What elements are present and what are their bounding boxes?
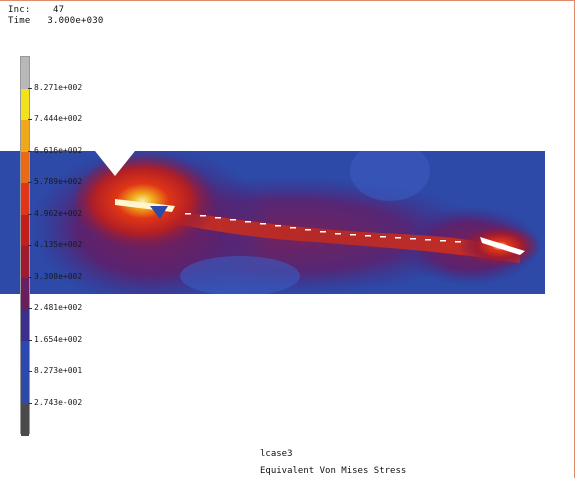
light-zone-1 bbox=[350, 151, 430, 201]
legend-color-segment bbox=[21, 183, 29, 215]
time-label: Time 3.000e+030 bbox=[8, 16, 104, 26]
legend-tick bbox=[28, 371, 32, 372]
legend-value-label: 8.273e+001 bbox=[34, 366, 83, 375]
legend-color-segment bbox=[21, 309, 29, 341]
peak-streak-right bbox=[480, 237, 525, 255]
color-legend-bar bbox=[20, 56, 30, 436]
legend-tick bbox=[28, 119, 32, 120]
legend-color-segment bbox=[21, 246, 29, 278]
load-case-label: lcase3 bbox=[260, 449, 293, 459]
legend-color-segment bbox=[21, 214, 29, 247]
legend-value-label: 4.962e+002 bbox=[34, 208, 83, 218]
crack-markers bbox=[185, 213, 461, 243]
legend-color-segment bbox=[21, 151, 29, 184]
legend-color-segment bbox=[21, 57, 29, 89]
legend-value-label: 6.616e+002 bbox=[34, 145, 83, 155]
legend-tick bbox=[28, 87, 32, 89]
peak-notch-left bbox=[150, 206, 168, 219]
increment-label: Inc: 47 bbox=[8, 5, 65, 15]
legend-value-label: 7.444e+002 bbox=[34, 114, 83, 123]
legend-value-label: 2.481e+002 bbox=[34, 303, 83, 312]
legend-value-label: 8.271e+002 bbox=[34, 82, 83, 92]
legend-color-segment bbox=[21, 372, 29, 404]
legend-value-label: 2.743e-002 bbox=[34, 397, 83, 407]
legend-tick bbox=[28, 245, 32, 246]
hot-zone-left bbox=[75, 151, 225, 251]
legend-value-label: 3.308e+002 bbox=[34, 271, 83, 281]
result-quantity-label: Equivalent Von Mises Stress bbox=[260, 466, 407, 476]
legend-tick bbox=[28, 308, 32, 309]
legend-color-segment bbox=[21, 340, 29, 373]
legend-color-segment bbox=[21, 120, 29, 152]
light-zone-2 bbox=[180, 256, 300, 294]
legend-value-label: 1.654e+002 bbox=[34, 334, 83, 344]
legend-color-segment bbox=[21, 403, 29, 436]
legend-value-label: 5.789e+002 bbox=[34, 177, 83, 186]
legend-tick bbox=[28, 276, 32, 278]
legend-tick bbox=[28, 402, 32, 404]
legend-color-segment bbox=[21, 88, 29, 121]
legend-value-label: 4.135e+002 bbox=[34, 240, 83, 249]
legend-tick bbox=[28, 150, 32, 152]
legend-tick bbox=[28, 213, 32, 215]
legend-tick bbox=[28, 339, 32, 341]
legend-color-segment bbox=[21, 277, 29, 310]
legend-tick bbox=[28, 182, 32, 183]
notch-left bbox=[95, 151, 135, 176]
